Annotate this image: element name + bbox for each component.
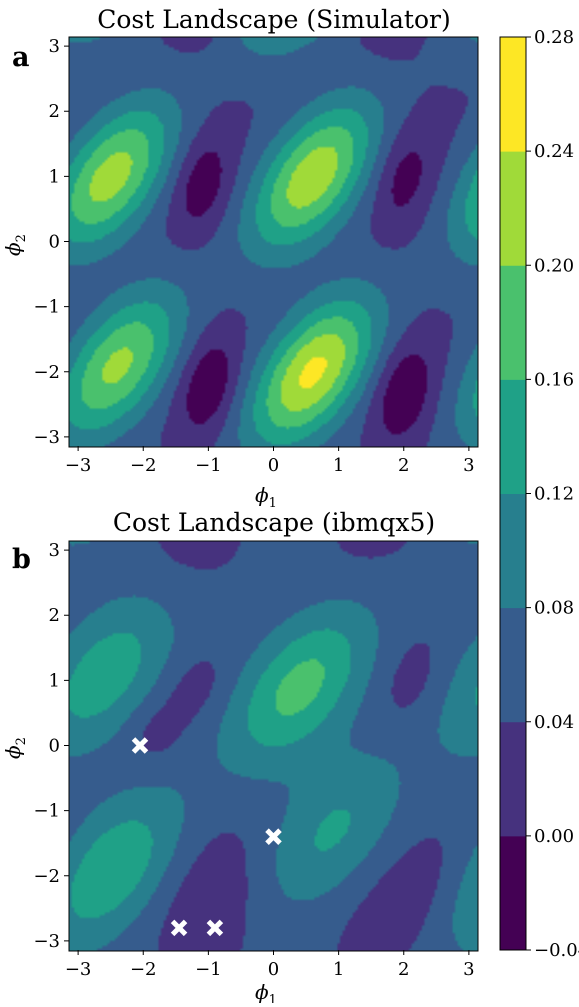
markers-b	[131, 737, 282, 937]
colorbar-tick-label: 0.12	[534, 484, 574, 505]
y-axis-b: 3 2 1 0 −1 −2 −3	[33, 540, 69, 952]
colorbar-band	[500, 607, 526, 723]
x-axis-label-a: ϕ1	[255, 483, 277, 511]
colorbar-tick-label: 0.00	[534, 826, 574, 847]
colorbar-tick-label: 0.04	[534, 712, 574, 733]
colorbar-tick-label: 0.16	[534, 369, 574, 390]
a-ytick-label: 0	[49, 232, 60, 253]
b-xtick-label: 1	[333, 959, 344, 980]
colorbar-band	[500, 265, 526, 380]
a-ytick-label: −1	[33, 297, 60, 318]
colorbar-tick-label: 0.24	[534, 141, 574, 162]
a-xtick-label: −3	[65, 455, 92, 476]
colorbar-band	[500, 721, 526, 837]
a-ytick-label: 2	[49, 101, 60, 122]
panel-b-title: Cost Landscape (ibmqx5)	[113, 508, 435, 537]
b-ytick-label: −2	[33, 866, 60, 887]
a-xtick-label: 0	[268, 455, 279, 476]
x-marker	[170, 919, 188, 937]
panel-b: Cost Landscape (ibmqx5) b −3 −2 −1 0 1 2 3 3 2 1…	[1, 508, 479, 1007]
b-ytick-label: 1	[49, 670, 60, 691]
x-marker	[265, 828, 282, 845]
panel-a-label: a	[12, 42, 30, 73]
x-axis-b: −3 −2 −1 0 1 2 3	[65, 950, 475, 980]
a-xtick-label: 3	[463, 455, 474, 476]
colorbar-tick-label: −0.04	[534, 940, 579, 961]
a-xtick-label: 2	[398, 455, 409, 476]
b-ytick-label: −1	[33, 801, 60, 822]
colorbar-tick-label: 0.20	[534, 255, 574, 276]
a-xtick-label: −1	[195, 455, 222, 476]
b-ytick-label: −3	[33, 931, 60, 952]
b-ytick-label: 0	[49, 736, 60, 757]
x-marker	[206, 919, 224, 937]
b-ytick-label: 3	[49, 540, 60, 561]
a-ytick-label: 1	[49, 166, 60, 187]
y-axis-label-a: ϕ2	[1, 234, 29, 256]
panel-a: Cost Landscape (Simulator) a −3 −2 −1 0 1 2 3 …	[1, 5, 479, 511]
colorbar-band	[500, 835, 526, 951]
x-axis-label-b: ϕ1	[255, 980, 277, 1003]
b-xtick-label: 3	[463, 959, 474, 980]
a-xtick-label: 1	[333, 455, 344, 476]
panel-a-title: Cost Landscape (Simulator)	[97, 5, 450, 34]
heatmap-a	[69, 37, 478, 447]
colorbar-tick-label: 0.08	[534, 598, 574, 619]
x-marker	[131, 737, 149, 754]
colorbar-band	[500, 493, 526, 609]
a-ytick-label: −2	[33, 362, 60, 383]
a-xtick-label: −2	[130, 455, 157, 476]
colorbar-band	[500, 379, 526, 494]
panel-b-label: b	[12, 544, 31, 575]
b-xtick-label: 0	[268, 959, 279, 980]
colorbar: 0.28 0.24 0.20 0.16 0.12 0.08 0.04 0.00 −0.04	[499, 27, 579, 961]
x-axis-a: −3 −2 −1 0 1 2 3	[65, 446, 475, 476]
y-axis-a: 3 2 1 0 −1 −2 −3	[33, 36, 69, 448]
colorbar-band	[500, 37, 526, 152]
b-xtick-label: −2	[130, 959, 157, 980]
heatmap-b	[69, 541, 478, 951]
a-ytick-label: 3	[49, 36, 60, 57]
y-axis-label-b: ϕ2	[1, 737, 29, 759]
b-xtick-label: −1	[195, 959, 222, 980]
b-ytick-label: 2	[49, 605, 60, 626]
b-xtick-label: −3	[65, 959, 92, 980]
a-ytick-label: −3	[33, 427, 60, 448]
b-xtick-label: 2	[398, 959, 409, 980]
colorbar-tick-label: 0.28	[534, 27, 574, 48]
colorbar-band	[500, 151, 526, 266]
